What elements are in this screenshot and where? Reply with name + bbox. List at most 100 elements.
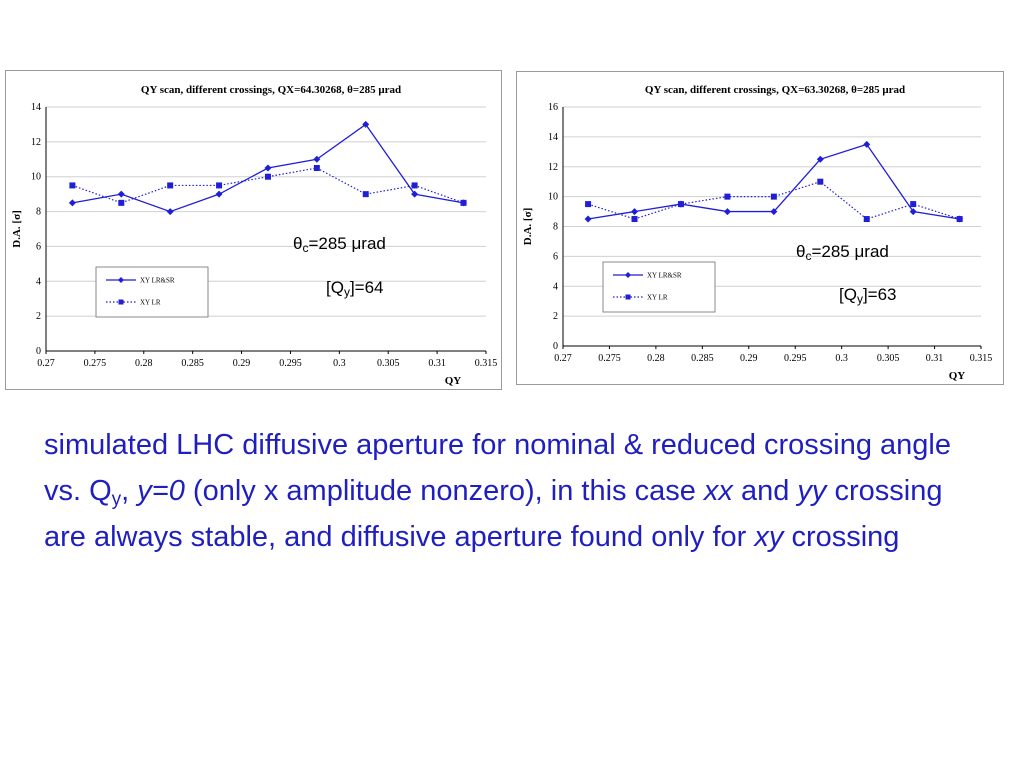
caption-subscript: y: [111, 489, 122, 510]
data-point: [216, 182, 223, 189]
data-point: [166, 208, 174, 216]
caption-italic: yy: [797, 475, 827, 507]
x-axis-label: QY: [445, 375, 462, 387]
y-tick-label: 0: [553, 341, 558, 352]
data-point: [956, 216, 963, 223]
qy-subscript: y: [856, 292, 863, 306]
series-line: [72, 167, 464, 204]
caption-part: simulated LHC diffusive aperture for nom…: [44, 429, 952, 507]
data-point: [863, 140, 871, 148]
chart-left-svg: QY scan, different crossings, QX=64.3026…: [11, 84, 497, 387]
x-tick-label: 0.305: [877, 353, 900, 364]
chart-title: QY scan, different crossings, QX=64.3026…: [141, 84, 401, 96]
data-point: [585, 201, 592, 208]
data-point: [816, 155, 824, 163]
qy-value: ]=63: [862, 285, 897, 304]
x-tick-label: 0.28: [647, 353, 665, 364]
series-line: [587, 143, 960, 220]
data-point: [215, 190, 223, 198]
data-point: [460, 199, 467, 206]
y-tick-label: 4: [36, 276, 41, 287]
y-tick-label: 8: [36, 207, 41, 218]
x-tick-label: 0.275: [84, 358, 107, 369]
x-tick-label: 0.285: [181, 358, 204, 369]
data-point: [909, 208, 917, 216]
data-point: [313, 165, 320, 171]
data-point: [362, 120, 370, 128]
caption-part: (only x amplitude nonzero), in this case: [184, 475, 704, 507]
theta-subscript: c: [302, 241, 309, 255]
legend: XY LR&SR XY LR: [95, 266, 209, 318]
data-point: [362, 191, 369, 198]
legend-box: [602, 261, 716, 313]
data-point: [167, 182, 174, 189]
data-point: [910, 201, 917, 208]
x-tick-label: 0.3: [333, 358, 346, 369]
y-tick-label: 4: [553, 281, 558, 292]
y-tick-label: 0: [36, 346, 41, 357]
legend-box: [95, 266, 209, 318]
data-point: [118, 199, 125, 206]
legend-label: XY LR&SR: [140, 277, 175, 285]
x-tick-label: 0.285: [691, 353, 714, 364]
caption-part: and: [732, 475, 798, 507]
plot-area: 0 2 4 6 8 10 12 14 16 0.27 0.275 0.28 0.285 0.29 0.295…: [548, 102, 992, 364]
y-tick-label: 12: [31, 137, 41, 148]
x-tick-label: 0.27: [554, 353, 572, 364]
data-point: [68, 199, 76, 207]
data-point: [770, 193, 777, 200]
y-tick-label: 2: [553, 311, 558, 322]
data-point: [631, 216, 638, 223]
data-point: [117, 190, 125, 198]
chart-panel-right: QY scan, different crossings, QX=63.3026…: [516, 71, 1004, 385]
x-tick-label: 0.31: [428, 358, 446, 369]
data-point: [313, 155, 321, 163]
caption-italic: y=0: [137, 475, 185, 507]
data-point: [677, 201, 684, 208]
y-tick-label: 6: [553, 251, 558, 262]
caption-italic: xy: [754, 521, 784, 553]
y-tick-label: 12: [548, 162, 558, 173]
theta-annotation: θc=285 μrad: [293, 234, 386, 255]
legend-label: XY LR: [140, 299, 161, 307]
x-tick-label: 0.315: [970, 353, 993, 364]
data-point: [863, 216, 870, 223]
y-tick-label: 14: [548, 132, 558, 143]
chart-title: QY scan, different crossings, QX=63.3026…: [645, 84, 905, 96]
legend-label: XY LR: [647, 294, 668, 302]
x-tick-label: 0.315: [475, 358, 498, 369]
y-axis-label: D.A. [σ]: [11, 210, 23, 247]
legend-marker: [118, 299, 124, 305]
data-point: [264, 173, 271, 180]
x-tick-label: 0.295: [279, 358, 302, 369]
qy-value: ]=64: [349, 278, 384, 297]
x-axis-label: QY: [949, 370, 966, 382]
y-tick-label: 10: [548, 192, 558, 203]
y-axis-label: D.A. [σ]: [522, 208, 534, 245]
y-tick-label: 2: [36, 311, 41, 322]
qy-subscript: y: [343, 285, 350, 299]
data-point: [631, 208, 639, 216]
legend-label: XY LR&SR: [647, 272, 682, 280]
x-tick-label: 0.29: [740, 353, 758, 364]
legend-marker: [118, 277, 124, 283]
caption-part: crossing are always stable, and diffusiv…: [44, 475, 943, 553]
x-tick-label: 0.275: [598, 353, 621, 364]
data-point: [723, 208, 731, 216]
chart-panel-left: QY scan, different crossings, QX=64.3026…: [5, 70, 502, 390]
x-tick-label: 0.305: [377, 358, 400, 369]
caption-text: simulated LHC diffusive aperture for nom…: [44, 422, 984, 560]
x-tick-label: 0.29: [233, 358, 251, 369]
x-tick-label: 0.28: [135, 358, 153, 369]
legend-marker: [625, 272, 631, 278]
x-tick-label: 0.3: [835, 353, 848, 364]
theta-value: =285 μrad: [811, 242, 889, 261]
legend-marker: [625, 294, 631, 300]
qy-annotation: [Qy]=64: [326, 278, 384, 299]
data-point: [411, 190, 419, 198]
data-point: [724, 193, 731, 200]
caption-italic: xx: [703, 475, 733, 507]
x-tick-label: 0.27: [37, 358, 55, 369]
plot-area: 0 2 4 6 8 10 12 14 0.27 0.275 0.28 0.285 0.29 0.295 0.…: [31, 102, 497, 369]
y-tick-label: 8: [553, 222, 558, 233]
